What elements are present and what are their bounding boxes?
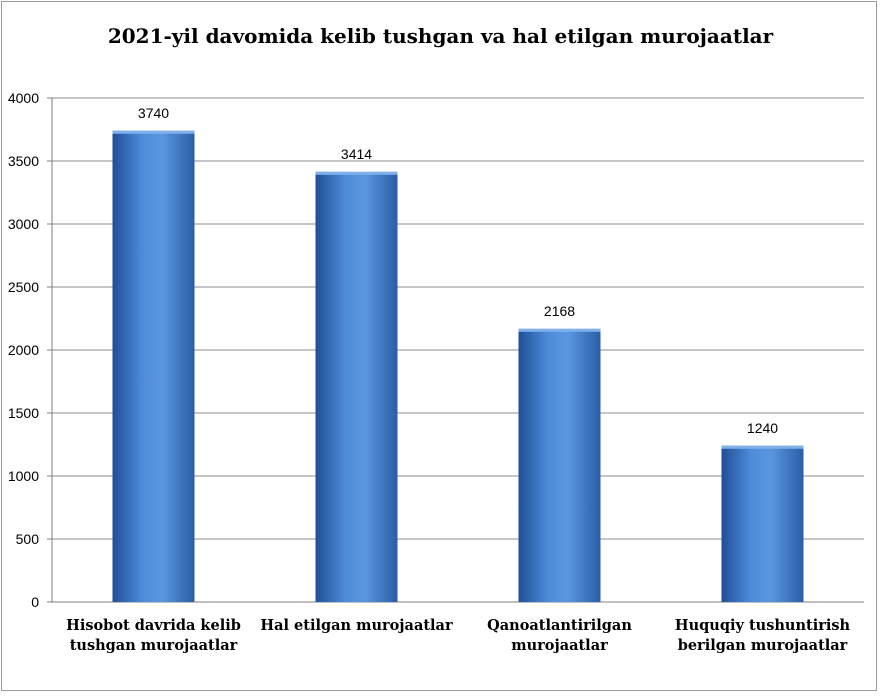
y-tick-label: 1000 <box>8 468 39 484</box>
bar <box>112 130 195 602</box>
x-tick-label: Hal etilgan murojaatlar <box>260 617 453 634</box>
y-tick-label: 500 <box>16 531 40 547</box>
bar-top-highlight <box>518 328 601 332</box>
bar-top-highlight <box>721 445 804 449</box>
x-tick-label: Hisobot davrida kelib tushgan murojaatla… <box>66 617 241 654</box>
bar-top-highlight <box>315 171 398 175</box>
y-tick-label: 4000 <box>8 90 39 106</box>
bar <box>721 445 804 602</box>
x-tick-label: Qanoatlantirilgan murojaatlar <box>487 617 632 654</box>
data-label: 3740 <box>138 105 169 121</box>
y-tick-label: 3000 <box>8 216 39 232</box>
y-tick-label: 2500 <box>8 279 39 295</box>
data-label: 3414 <box>341 146 372 162</box>
x-tick-label: Huquqiy tushuntirish berilgan murojaatla… <box>674 617 851 654</box>
y-tick-label: 2000 <box>8 342 39 358</box>
bar <box>518 328 601 602</box>
data-label: 2168 <box>544 303 575 319</box>
bar-top-highlight <box>112 130 195 134</box>
y-tick-label: 1500 <box>8 405 39 421</box>
data-label: 1240 <box>747 420 778 436</box>
y-tick-label: 3500 <box>8 153 39 169</box>
bar <box>315 171 398 602</box>
y-tick-label: 0 <box>31 594 39 610</box>
chart-title: 2021-yil davomida kelib tushgan va hal e… <box>107 24 774 48</box>
